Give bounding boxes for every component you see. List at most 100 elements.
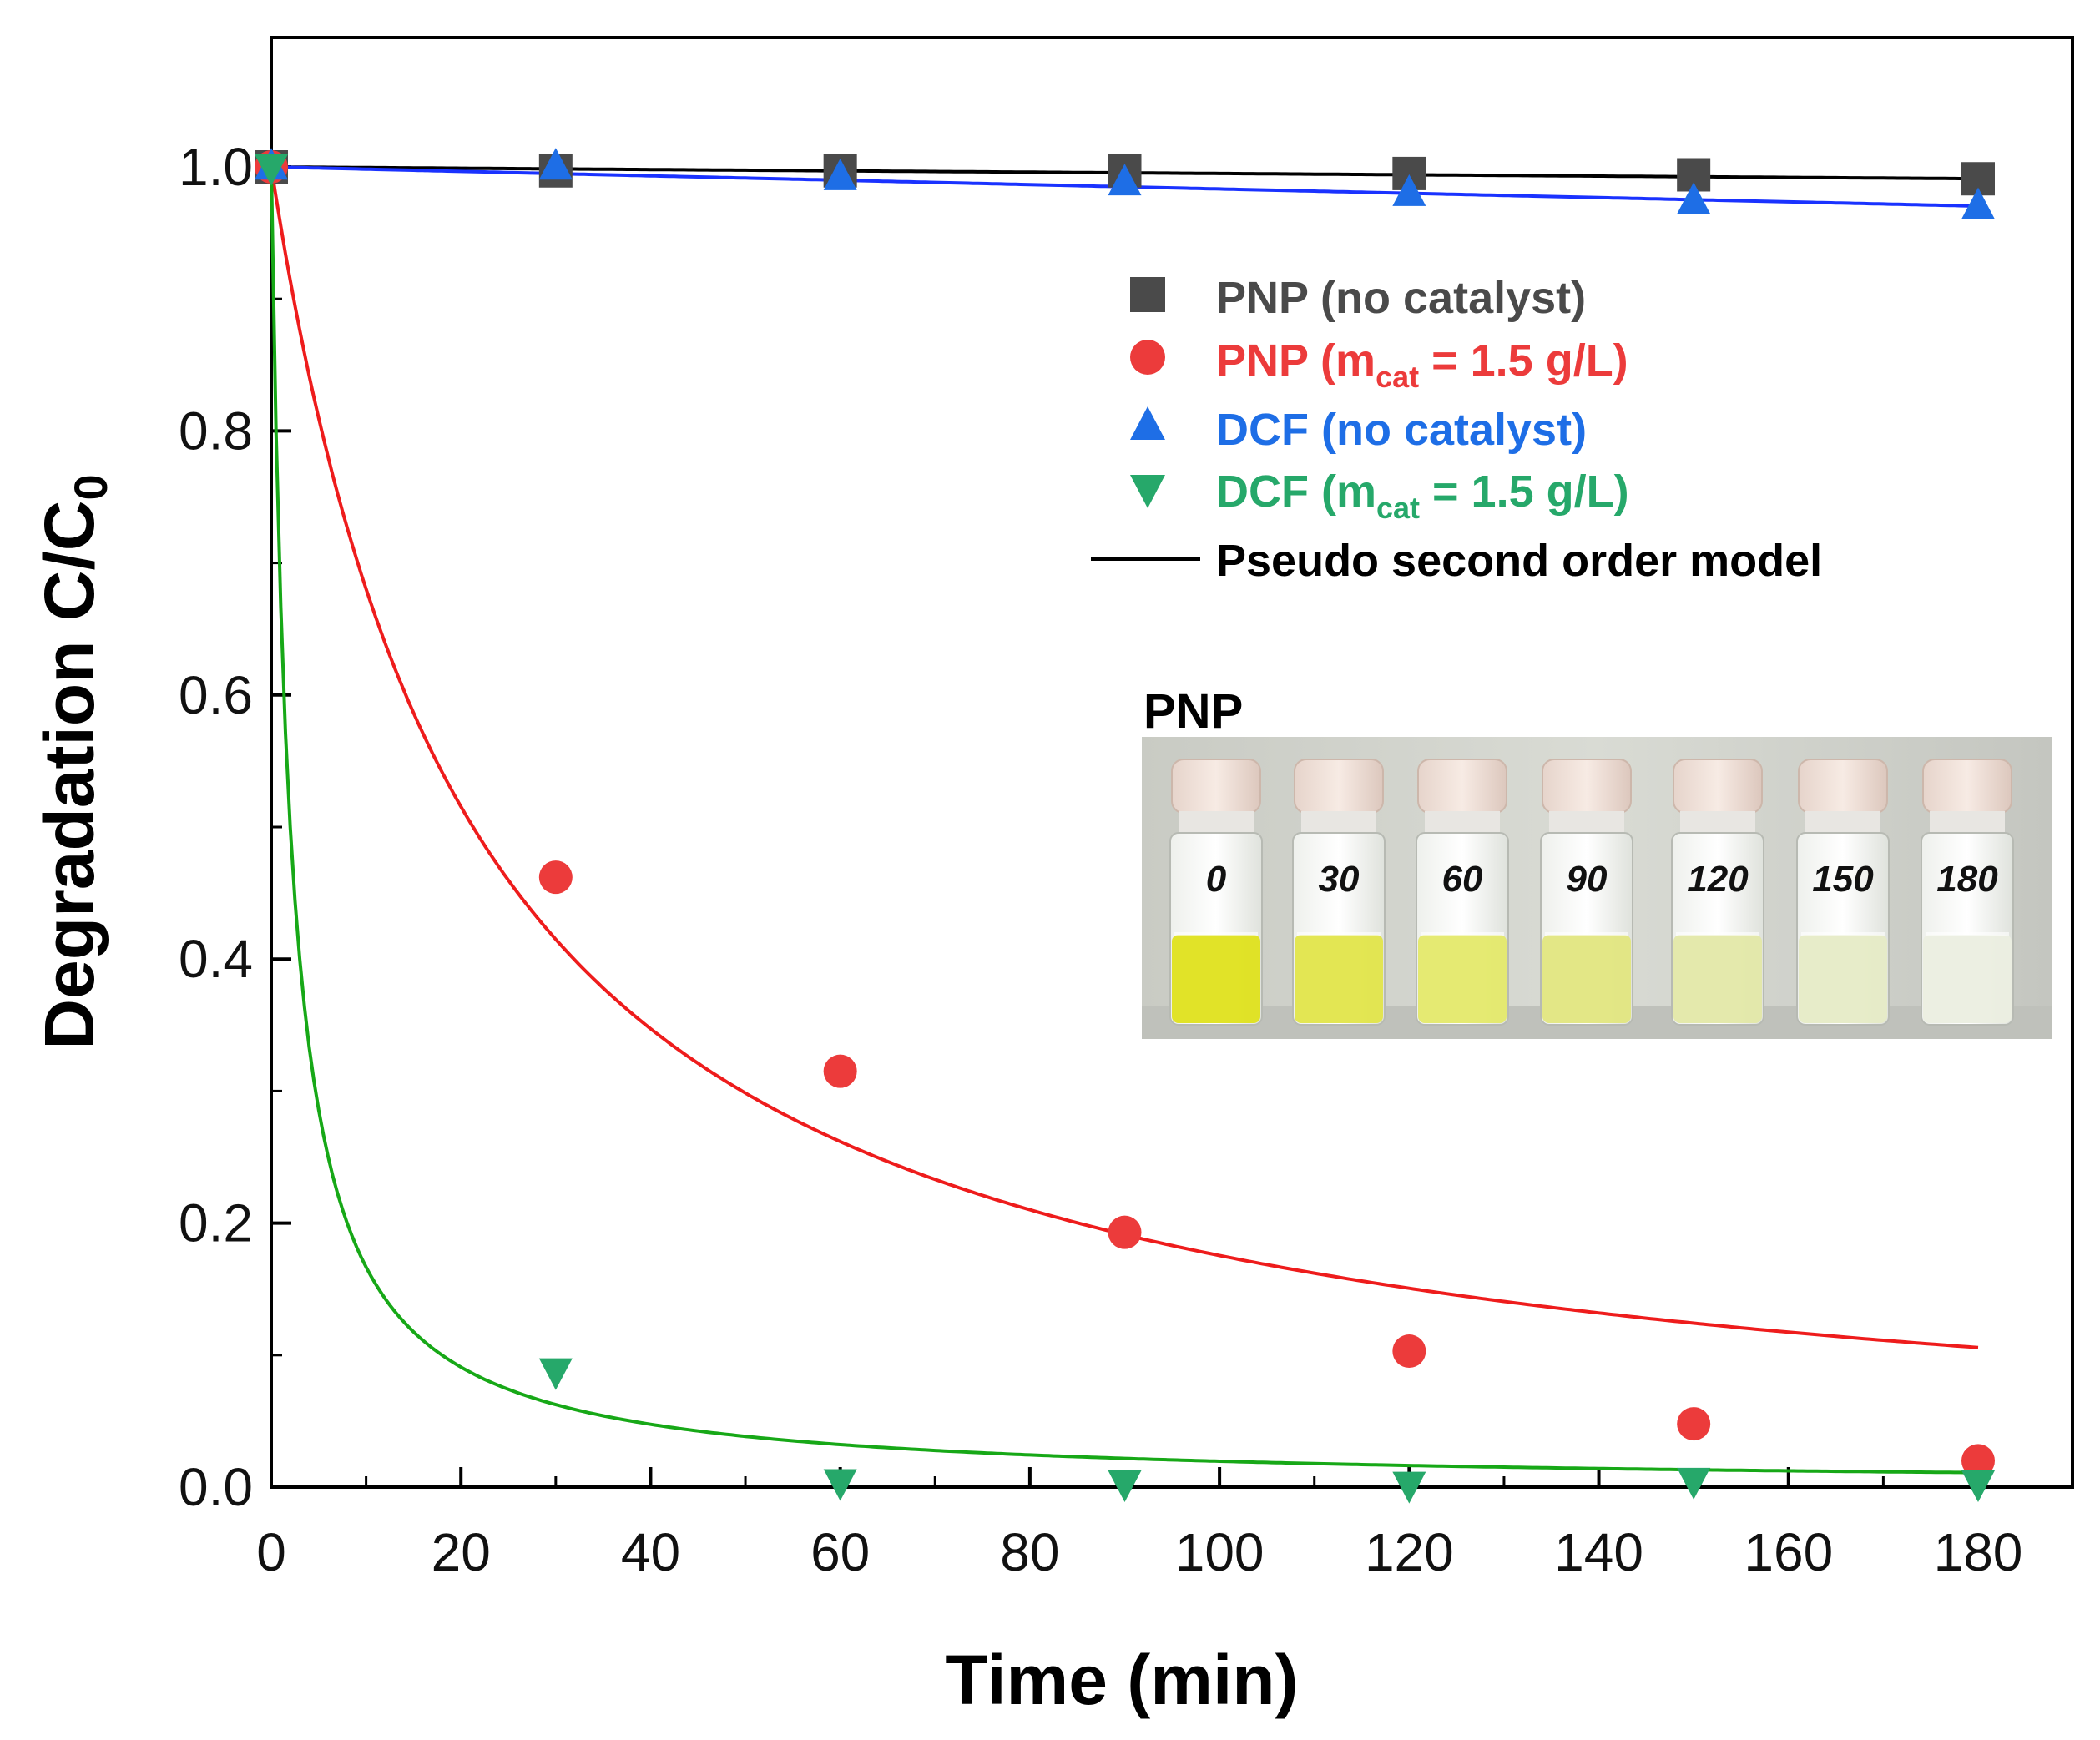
x-tick-label: 40 [621,1522,680,1582]
vial-label: 30 [1319,859,1360,900]
y-axis-title-subscript: 0 [64,474,117,500]
legend-label-main: DCF (no catalyst) [1216,405,1587,455]
y-tick-label: 0.2 [179,1193,253,1253]
legend-label-tail: = 1.5 g/L) [1420,467,1629,517]
legend-label-4: DCF (mcat = 1.5 g/L) [1216,467,1629,525]
data-point-series-3 [1961,187,1995,219]
data-point-series-2 [1108,1215,1142,1249]
vial-neck [1179,811,1254,835]
data-point-series-4 [538,1358,573,1390]
data-point-series-4 [1392,1471,1426,1504]
vial-0: 0 [1169,759,1263,1026]
vial-neck [1425,811,1500,835]
x-axis-title: Time (min) [945,1641,1298,1719]
legend-marker-1 [1130,277,1165,312]
vial-liquid [1799,935,1887,1023]
vial-cap [1294,759,1384,814]
vial-neck [1805,811,1880,835]
vial-meniscus [1676,932,1759,936]
vial-neck [1301,811,1376,835]
legend-marker-2 [1130,340,1165,375]
y-tick-label: 1.0 [179,137,253,197]
data-point-series-2 [1677,1407,1711,1441]
axes: 0 20 40 60 80 100 120 140 160 180 0.0 0.2 0.4 0.6 0.8 1… [30,36,2074,1719]
vial-120: 120 [1671,759,1764,1026]
vial-liquid [1295,935,1383,1023]
vial-90: 90 [1540,759,1633,1026]
y-axis-title-main: Degradation C/C [30,501,109,1050]
x-tick-label: 140 [1554,1522,1643,1582]
vial-neck [1549,811,1624,835]
vial-30: 30 [1292,759,1386,1026]
data-point-series-3 [1108,164,1142,196]
vial-meniscus [1926,932,2009,936]
vial-label: 90 [1567,859,1608,900]
y-tick-label: 0.0 [179,1457,253,1517]
x-tick-label: 100 [1175,1522,1265,1582]
legend: PNP (no catalyst)PNP (mcat = 1.5 g/L)DCF… [1091,273,1822,586]
vial-label: 60 [1442,859,1483,900]
vial-cap [1417,759,1507,814]
data-point-series-2 [1392,1334,1426,1369]
legend-label-subscript: cat [1376,491,1420,525]
legend-marker-3 [1130,406,1165,440]
data-point-series-3 [1392,174,1426,206]
legend-label-2: PNP (mcat = 1.5 g/L) [1216,335,1628,394]
vial-liquid [1542,935,1631,1023]
x-tick-label: 120 [1365,1522,1454,1582]
vial-liquid [1172,935,1260,1023]
vial-cap [1542,759,1632,814]
legend-label-subscript: cat [1376,360,1419,394]
data-point-series-4 [823,1469,857,1501]
plot-frame [270,36,2074,1489]
data-point-series-4 [1108,1470,1142,1503]
data-point-series-2 [823,1054,857,1088]
legend-label-main: DCF (m [1216,467,1376,517]
vial-meniscus [1545,932,1628,936]
vial-180: 180 [1921,759,2014,1026]
data-markers [255,148,1995,1504]
vial-label: 0 [1206,859,1227,900]
vial-60: 60 [1416,759,1509,1026]
legend-marker-4 [1130,475,1165,508]
vial-150: 150 [1796,759,1890,1026]
y-tick-label: 0.4 [179,929,253,989]
x-tick-label: 160 [1744,1522,1833,1582]
legend-label-1: PNP (no catalyst) [1216,273,1586,323]
data-point-series-3 [538,148,573,180]
y-tick-label: 0.6 [179,665,253,725]
legend-label-model: Pseudo second order model [1216,536,1822,586]
data-point-series-4 [255,154,288,186]
legend-label-tail: = 1.5 g/L) [1419,335,1628,386]
data-point-series-2 [1961,1444,1995,1478]
vial-neck [1680,811,1755,835]
vial-cap [1673,759,1763,814]
vial-cap [1922,759,2012,814]
inset-title: PNP [1143,684,1243,739]
y-axis-title: Degradation C/C0 [30,474,117,1049]
vial-meniscus [1421,932,1504,936]
vial-label: 120 [1687,859,1749,900]
data-point-series-2 [538,860,573,895]
vial-liquid [1673,935,1762,1023]
inset-photo: PNP 0 30 60 90 120 150 180 [1142,684,2052,1039]
data-point-series-4 [1961,1470,1995,1503]
x-tick-label: 180 [1934,1522,2023,1582]
legend-label-main: PNP (m [1216,335,1376,386]
y-tick-label: 0.8 [179,401,253,461]
vial-liquid [1418,935,1507,1023]
vial-label: 180 [1936,859,1998,900]
vial-label: 150 [1812,859,1874,900]
x-tick-label: 60 [810,1522,870,1582]
legend-label-main: PNP (no catalyst) [1216,273,1586,323]
x-tick-label: 80 [1000,1522,1059,1582]
data-point-series-3 [823,158,857,190]
data-point-series-4 [1677,1467,1711,1500]
legend-label-3: DCF (no catalyst) [1216,405,1587,455]
data-point-series-3 [1677,182,1711,214]
vial-meniscus [1174,932,1258,936]
vial-cap [1171,759,1261,814]
vial-liquid [1923,935,2012,1023]
x-tick-label: 0 [256,1522,286,1582]
